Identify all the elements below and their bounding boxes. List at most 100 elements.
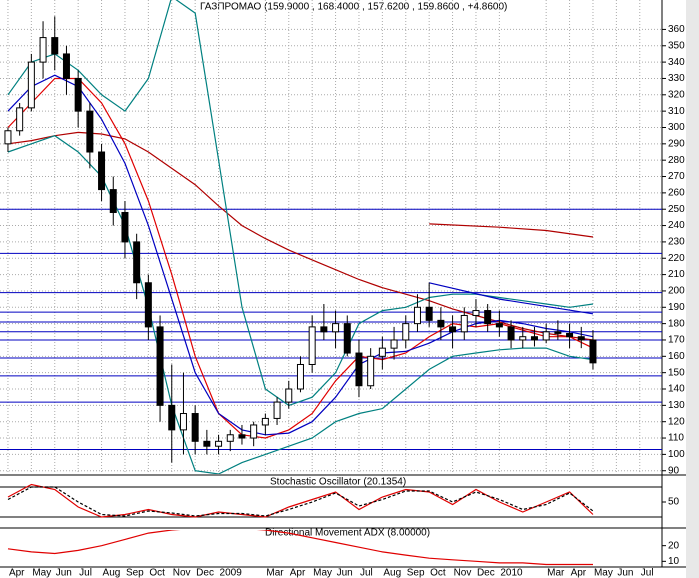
candle-body	[296, 363, 304, 390]
candle-body	[203, 440, 211, 447]
candle-body	[308, 326, 316, 365]
line-series	[7, 74, 594, 436]
x-tick-label: Jul	[360, 568, 373, 578]
x-tick-label: Sep	[407, 568, 425, 578]
candle-body	[261, 417, 269, 426]
line-series	[429, 223, 594, 238]
y-tick-label: 10	[668, 556, 680, 567]
candle-body	[343, 323, 351, 354]
candle-body	[425, 306, 433, 321]
panel-title: Stochastic Oscillator (20.1354)	[270, 477, 406, 488]
scrollbar[interactable]	[686, 0, 699, 578]
line-series	[429, 282, 594, 315]
candle-body	[519, 336, 527, 341]
y-tick-label: 110	[668, 433, 684, 444]
y-tick-label: 250	[668, 204, 685, 215]
y-tick-label: 300	[668, 122, 685, 133]
line-series	[7, 0, 594, 407]
x-tick-label: Apr	[290, 568, 306, 578]
x-tick-label: Jul	[79, 568, 92, 578]
line-series	[7, 135, 594, 474]
candle-body	[320, 326, 328, 333]
candle-body	[484, 310, 492, 325]
candle-body	[133, 241, 141, 284]
candle-body	[226, 434, 234, 442]
x-tick-label: May	[594, 568, 613, 578]
x-tick-label: Mar	[266, 568, 284, 578]
y-tick-label: 130	[668, 400, 685, 411]
x-tick-label: Mar	[547, 568, 565, 578]
x-tick-label: Jun	[56, 568, 72, 578]
panel	[0, 483, 662, 518]
candle-body	[367, 355, 375, 387]
candle-body	[472, 310, 480, 316]
candle-body	[449, 326, 457, 333]
candle-body	[437, 319, 445, 328]
x-tick-label: Nov	[454, 568, 472, 578]
y-tick-label: 340	[668, 57, 685, 68]
x-tick-label: 2010	[500, 568, 523, 578]
y-tick-label: 240	[668, 220, 685, 231]
x-tick-label: Sep	[126, 568, 144, 578]
candle-body	[51, 37, 59, 55]
candle-body	[495, 323, 503, 328]
candle-body	[402, 323, 410, 341]
candle-body	[250, 424, 258, 439]
x-tick-label: Oct	[430, 568, 446, 578]
candle-body	[168, 404, 176, 431]
x-tick-label: Aug	[103, 568, 121, 578]
candle-body	[4, 130, 12, 145]
candle-body	[507, 326, 515, 341]
y-tick-label: 160	[668, 351, 685, 362]
candle-body	[460, 314, 468, 333]
candle-body	[62, 53, 70, 79]
line-series	[7, 486, 594, 517]
panel-title: Directional Movement ADX (8.00000)	[265, 528, 430, 539]
y-tick-label: 330	[668, 73, 685, 84]
y-tick-label: 140	[668, 384, 685, 395]
x-tick-label: May	[32, 568, 51, 578]
y-tick-label: 90	[668, 465, 680, 476]
y-tick-label: 200	[668, 286, 685, 297]
y-tick-label: 230	[668, 237, 685, 248]
x-tick-label: Apr	[571, 568, 587, 578]
y-tick-label: 150	[668, 367, 685, 378]
candle-body	[542, 331, 550, 341]
line-series	[7, 77, 594, 439]
y-tick-label: 350	[668, 40, 685, 51]
x-tick-label: Dec	[477, 568, 495, 578]
candle-body	[179, 413, 187, 431]
candle-body	[109, 189, 117, 213]
candle-body	[273, 401, 281, 419]
candle-body	[16, 107, 24, 132]
y-tick-label: 100	[668, 449, 685, 460]
y-tick-label: 270	[668, 171, 685, 182]
candle-body	[378, 347, 386, 357]
y-tick-label: 190	[668, 302, 685, 313]
candle-body	[530, 336, 538, 341]
x-tick-label: Nov	[173, 568, 191, 578]
candle-body	[74, 77, 82, 112]
candle-body	[98, 151, 106, 191]
candle-body	[554, 331, 562, 334]
candle-body	[86, 110, 94, 153]
panel	[0, 0, 662, 474]
x-tick-label: Jun	[617, 568, 633, 578]
candle-body	[589, 339, 597, 364]
y-tick-label: 360	[668, 24, 685, 35]
candle-body	[566, 332, 574, 338]
x-tick-label: Jun	[337, 568, 353, 578]
y-tick-label: 280	[668, 155, 685, 166]
candle-body	[577, 336, 585, 341]
line-series	[7, 530, 593, 566]
candle-body	[144, 282, 152, 328]
line-series	[7, 483, 594, 518]
x-tick-label: Apr	[9, 568, 25, 578]
candle-body	[390, 339, 398, 349]
candle-body	[413, 306, 421, 325]
candle-body	[238, 434, 246, 439]
y-tick-label: 310	[668, 106, 685, 117]
y-tick-label: 320	[668, 89, 685, 100]
